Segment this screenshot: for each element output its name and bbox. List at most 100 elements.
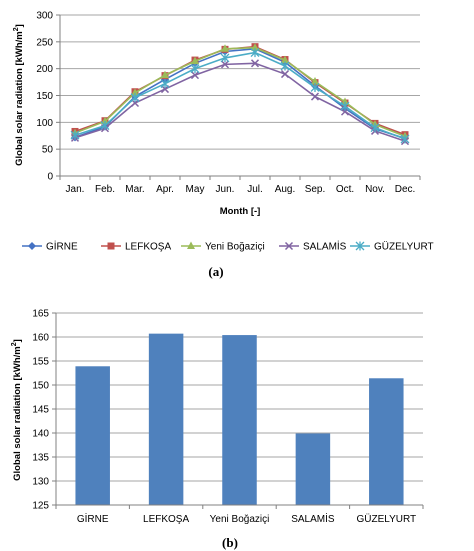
line-chart-x-tick-label: Dec. [395, 184, 416, 195]
line-chart-x-tick-label: Oct. [336, 184, 354, 195]
legend-label: SALAMİS [303, 240, 347, 253]
line-data-point [131, 88, 139, 96]
bar-chart-x-tick-label: SALAMİS [291, 512, 335, 525]
legend-marker [107, 242, 115, 250]
line-data-point [280, 70, 290, 79]
bar-chart-y-ticks: 125 130 135 140 145 150 155 160 165 [32, 309, 56, 512]
bar-chart-y-tick-label: 130 [32, 477, 49, 488]
bar [148, 333, 184, 505]
line-data-point [280, 61, 290, 71]
line-chart-x-tick-label: Aug. [275, 184, 296, 195]
bar-chart-x-tick-label: Yeni Boğaziçi [210, 514, 270, 525]
line-chart-x-tick-label: Sep. [305, 184, 326, 195]
legend-entry: GİRNE [22, 240, 78, 253]
line-data-point [250, 48, 260, 58]
line-chart-x-tick-label: Nov. [365, 184, 385, 195]
line-data-point [311, 77, 319, 85]
line-series-path [74, 62, 406, 142]
line-data-point [130, 93, 140, 103]
bar-chart-x-tick-label: GÜZELYURT [356, 513, 416, 525]
legend-marker [355, 241, 365, 251]
bar-chart-y-tick-label: 125 [32, 501, 49, 512]
line-data-point [101, 116, 109, 125]
line-data-point [220, 53, 230, 63]
line-data-point [281, 55, 289, 64]
line-data-point [310, 92, 320, 101]
bar-chart-y-tick-label: 145 [32, 405, 49, 416]
legend-label: Yeni Boğaziçi [205, 242, 265, 253]
line-chart-x-tick-label: May [186, 184, 205, 195]
line-chart-y-tick-label: 250 [36, 37, 53, 48]
line-chart-x-tick-label: Apr. [156, 184, 174, 195]
line-series-path [74, 45, 406, 136]
legend-entry: LEFKOŞA [101, 242, 171, 253]
line-chart-y-ticks: 0 50 100 150 200 250 300 [36, 11, 60, 183]
line-series-path [74, 47, 406, 140]
line-chart-x-tick-label: Jul. [247, 184, 263, 195]
bar [369, 378, 404, 505]
line-series [71, 44, 409, 143]
line-chart-x-axis-label: Month [-] [220, 206, 261, 217]
line-chart-x-ticks: Jan. Feb. Mar. Apr. May Jun. Jul. Aug. Sep. Oct. N… [59, 176, 421, 195]
panel-label-b: (b) [222, 535, 238, 550]
line-series-path [74, 46, 406, 138]
line-chart-y-tick-label: 0 [47, 172, 53, 183]
line-data-point [221, 44, 229, 52]
line-data-point [341, 97, 349, 105]
line-chart-x-tick-label: Mar. [125, 184, 144, 195]
bar-chart-y-tick-label: 165 [32, 309, 49, 320]
bar [75, 366, 110, 505]
bar [222, 335, 257, 505]
line-data-point [191, 56, 199, 65]
line-data-point [310, 82, 320, 92]
legend-entry: GÜZELYURT [350, 241, 434, 253]
legend-label: LEFKOŞA [125, 242, 171, 253]
line-series [70, 48, 410, 144]
line-chart-y-tick-label: 100 [36, 118, 53, 129]
line-chart-x-tick-label: Feb. [95, 184, 115, 195]
line-chart-y-tick-label: 50 [42, 145, 54, 156]
line-chart-y-axis-label: Global solar radiation [kWh/m2] [13, 24, 25, 166]
line-data-point [70, 130, 80, 140]
bar-chart-y-tick-label: 135 [32, 453, 49, 464]
bar-chart-y-tick-label: 150 [32, 381, 49, 392]
legend-marker [28, 242, 36, 250]
line-chart-y-tick-label: 150 [36, 91, 53, 102]
line-data-point [190, 71, 200, 80]
line-data-point [190, 64, 200, 74]
bar-chart-gridlines [56, 312, 423, 482]
line-chart-y-tick-label: 200 [36, 64, 53, 75]
line-chart-gridlines [60, 14, 420, 150]
legend-entry: SALAMİS [279, 240, 347, 253]
bar-chart-x-tick-label: LEFKOŞA [143, 514, 189, 525]
line-series [71, 43, 409, 139]
line-chart-x-tick-label: Jan. [66, 184, 85, 195]
line-data-point [161, 70, 169, 79]
line-chart-y-tick-label: 300 [36, 11, 53, 22]
line-series [71, 43, 409, 140]
line-series-path [74, 51, 406, 140]
line-data-point [400, 134, 410, 144]
bar-chart-y-tick-label: 160 [32, 333, 49, 344]
legend-label: GÜZELYURT [374, 241, 434, 253]
legend-marker [284, 241, 294, 251]
line-chart-x-tick-label: Jun. [216, 184, 235, 195]
legend-entry: Yeni Boğaziçi [181, 241, 265, 253]
bar-chart-x-tick-label: GİRNE [77, 512, 109, 525]
panel-label-a: (a) [208, 264, 223, 279]
bar-chart-x-ticks: GİRNE LEFKOŞA Yeni Boğaziçi SALAMİS GÜZELYUR… [55, 505, 424, 525]
line-data-point [340, 101, 350, 111]
line-data-point [220, 60, 230, 69]
bar-chart-y-axis-label: Global solar radiation [kWh/m2] [11, 339, 23, 481]
line-data-point [251, 43, 259, 51]
bar-chart-y-tick-label: 155 [32, 357, 49, 368]
line-data-point [100, 121, 110, 131]
line-data-point [370, 123, 380, 133]
bar-chart-y-tick-label: 140 [32, 429, 49, 440]
bar [295, 433, 331, 505]
line-chart-legend: GİRNE LEFKOŞA Yeni Boğaziçi SALAMİS GÜZELYUR… [22, 240, 434, 253]
line-series [70, 59, 410, 146]
bar-chart-bars [75, 333, 404, 505]
line-chart-series [70, 43, 410, 146]
